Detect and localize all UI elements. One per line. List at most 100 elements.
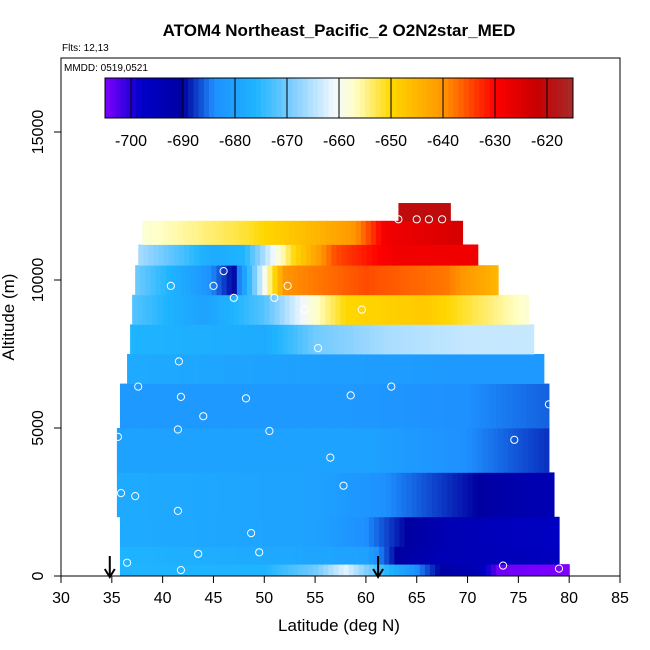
heatmap-cell: [548, 472, 555, 518]
heatmap-cell: [328, 564, 334, 577]
colorbar-swatch: [229, 78, 236, 118]
heatmap-cell: [236, 383, 243, 429]
colorbar-swatch: [479, 78, 486, 118]
heatmap-cell: [130, 383, 136, 429]
colorbar-swatch: [344, 78, 350, 118]
heatmap-cell: [440, 516, 446, 547]
heatmap-cell: [365, 472, 372, 518]
heatmap-cell: [249, 354, 255, 384]
heatmap-cell: [221, 324, 228, 355]
heatmap-cell: [419, 324, 426, 355]
heatmap-cell: [526, 516, 533, 547]
sample-point: [123, 558, 132, 567]
heatmap-cell: [182, 354, 189, 384]
heatmap-cell: [147, 428, 154, 473]
heatmap-cell: [475, 564, 482, 577]
heatmap-cell: [208, 472, 215, 518]
heatmap-cell: [203, 354, 209, 384]
heatmap-cell: [208, 220, 215, 245]
sample-point: [173, 425, 182, 434]
heatmap-cell: [426, 428, 433, 473]
heatmap-cell: [267, 546, 273, 565]
heatmap-cell: [511, 383, 517, 429]
heatmap-cell: [458, 244, 465, 266]
colorbar-swatch: [105, 78, 111, 118]
heatmap-cell: [511, 546, 517, 565]
heatmap-cell: [408, 203, 415, 222]
heatmap-cell: [223, 294, 230, 325]
colorbar-swatch: [162, 78, 168, 118]
heatmap-cell: [249, 294, 255, 325]
heatmap-cell: [252, 265, 258, 296]
heatmap-cell: [186, 564, 192, 577]
heatmap-cell: [160, 546, 167, 565]
heatmap-cell: [221, 383, 228, 429]
heatmap-cell: [145, 383, 152, 429]
colorbar-swatch: [489, 78, 496, 118]
heatmap-cell: [191, 265, 197, 296]
heatmap-cell: [350, 294, 357, 325]
heatmap-cell: [492, 472, 499, 518]
heatmap-cell: [485, 546, 492, 565]
heatmap-cell: [394, 265, 401, 296]
heatmap-cell: [492, 428, 499, 473]
heatmap-cell: [450, 324, 456, 355]
heatmap-cell: [282, 324, 289, 355]
heatmap-cell: [490, 324, 497, 355]
heatmap-cell: [528, 472, 535, 518]
heatmap-cell: [381, 294, 387, 325]
sample-point: [134, 382, 143, 391]
x-tick-label: 45: [205, 590, 223, 607]
heatmap-cell: [325, 354, 331, 384]
heatmap-cell: [201, 516, 207, 547]
x-tick-label: 80: [560, 590, 578, 607]
heatmap-cell: [416, 354, 423, 384]
sample-point: [131, 492, 140, 501]
heatmap-cell: [333, 516, 340, 547]
heatmap-cell: [370, 220, 377, 245]
heatmap-cell: [157, 472, 164, 518]
colorbar-swatch: [125, 78, 132, 118]
heatmap-cell: [203, 428, 209, 473]
heatmap-cell: [526, 324, 533, 355]
colorbar-swatch: [136, 78, 142, 118]
heatmap-cell: [196, 383, 202, 429]
heatmap-cell: [528, 354, 535, 384]
colorbar-swatch: [172, 78, 179, 118]
heatmap-cell: [130, 564, 136, 577]
heatmap-cell: [435, 516, 441, 547]
heatmap-cell: [226, 516, 233, 547]
colorbar-swatch: [552, 78, 558, 118]
heatmap-cell: [490, 516, 497, 547]
heatmap-cell: [145, 564, 152, 577]
heatmap-cell: [389, 564, 395, 577]
heatmap-cell: [157, 428, 164, 473]
heatmap-cell: [424, 546, 431, 565]
heatmap-cell: [394, 383, 401, 429]
heatmap-cell: [279, 354, 286, 384]
heatmap-cell: [422, 244, 429, 266]
heatmap-cell: [269, 294, 276, 325]
heatmap-cell: [482, 294, 489, 325]
colorbar-swatch: [417, 78, 423, 118]
heatmap-cell: [160, 383, 167, 429]
heatmap-cell: [135, 383, 141, 429]
heatmap-cell: [445, 546, 451, 565]
colorbar-swatch: [469, 78, 475, 118]
heatmap-cell: [467, 294, 474, 325]
heatmap-cell: [333, 265, 340, 296]
heatmap-cell: [452, 472, 458, 518]
heatmap-cell: [254, 220, 260, 245]
heatmap-cell: [269, 220, 276, 245]
heatmap-cell: [460, 516, 467, 547]
heatmap-cell: [223, 220, 230, 245]
heatmap-cell: [262, 324, 268, 355]
heatmap-cell: [442, 354, 448, 384]
heatmap-cell: [313, 516, 319, 547]
heatmap-cell: [208, 428, 215, 473]
heatmap-cell: [233, 220, 240, 245]
heatmap-cell: [162, 354, 169, 384]
heatmap-cell: [287, 564, 294, 577]
heatmap-cell: [368, 546, 375, 565]
heatmap-cell: [243, 472, 250, 518]
